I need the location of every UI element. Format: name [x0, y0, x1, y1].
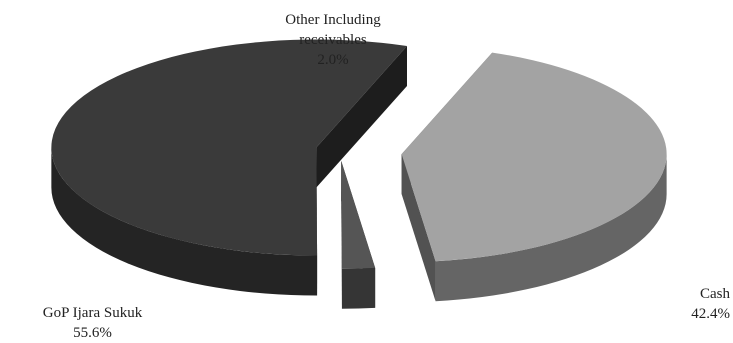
gop-ijara-sukuk-value-label: 55.6% — [73, 325, 112, 341]
pie-side-wall-other-receivables-end — [341, 160, 342, 309]
label-cash: Cash 42.4% — [600, 284, 730, 324]
label-gop-ijara-sukuk: GoP Ijara Sukuk 55.6% — [0, 303, 185, 343]
pie-slice-cash — [401, 52, 667, 302]
pie-rim-other-receivables — [341, 267, 376, 309]
cash-value-label: 42.4% — [691, 306, 730, 322]
pie-side-wall-gop-ijara-sukuk-end — [316, 46, 407, 188]
pie-top-cash — [401, 52, 667, 262]
pie-top-gop-ijara-sukuk — [51, 39, 407, 256]
pie-slice-other-receivables — [341, 160, 376, 309]
slice-layer — [51, 39, 667, 309]
gop-ijara-sukuk-label: GoP Ijara Sukuk — [42, 305, 143, 321]
other-label-line-1: Other Including — [285, 12, 381, 28]
pie-rim-cash — [435, 154, 667, 302]
pie-top-other-receivables — [341, 160, 376, 269]
cash-label: Cash — [700, 286, 730, 302]
other-label-line-2: receivables — [299, 32, 367, 48]
other-value-label: 2.0% — [317, 52, 349, 68]
pie-side-wall-cash-end — [401, 154, 436, 302]
label-other-receivables: Other Including receivables 2.0% — [248, 10, 418, 70]
pie-slice-gop-ijara-sukuk — [51, 39, 407, 296]
pie-rim-gop-ijara-sukuk — [51, 147, 318, 296]
